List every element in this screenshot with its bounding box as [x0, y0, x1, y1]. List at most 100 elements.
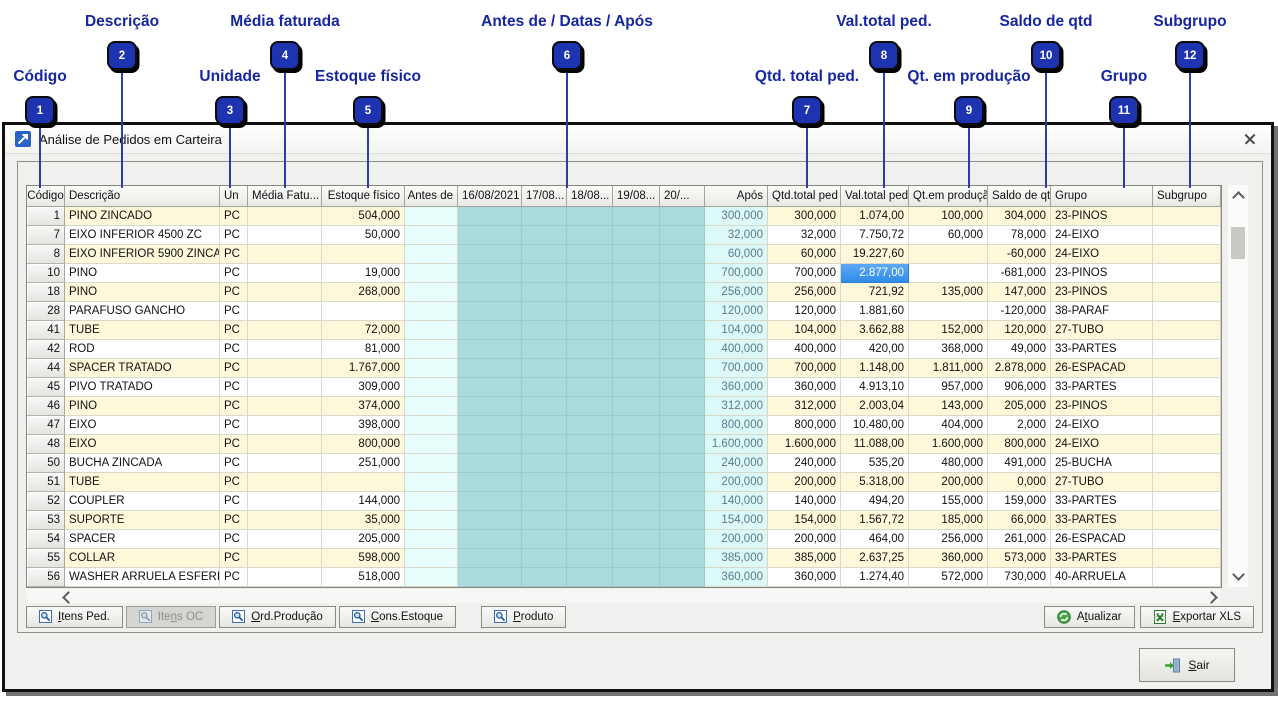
cell-estoque-fisico[interactable]: 504,000: [322, 207, 405, 226]
cell-apos[interactable]: 360,000: [705, 568, 768, 587]
cell-date-17-08[interactable]: [522, 359, 567, 378]
cell-date-20[interactable]: [660, 321, 705, 340]
cell-date-17-08[interactable]: [522, 264, 567, 283]
cell-antes-de[interactable]: [405, 435, 458, 454]
cell-antes-de[interactable]: [405, 264, 458, 283]
cell-apos[interactable]: 700,000: [705, 359, 768, 378]
cell-codigo[interactable]: 52: [27, 492, 65, 511]
cell-date-19-08[interactable]: [613, 530, 660, 549]
cell-date-17-08[interactable]: [522, 416, 567, 435]
cell-saldo-de-qtd[interactable]: 730,000: [988, 568, 1051, 587]
cell-saldo-de-qtd[interactable]: 205,000: [988, 397, 1051, 416]
cell-descricao[interactable]: WASHER ARRUELA ESFERICA: [65, 568, 220, 587]
cell-subgrupo[interactable]: [1153, 435, 1221, 454]
column-header-date-18-08[interactable]: 18/08...: [567, 186, 613, 207]
cell-date-17-08[interactable]: [522, 435, 567, 454]
cell-qt-em-producao[interactable]: 1.600,000: [909, 435, 988, 454]
cell-saldo-de-qtd[interactable]: -60,000: [988, 245, 1051, 264]
cell-estoque-fisico[interactable]: 19,000: [322, 264, 405, 283]
cell-val-total-ped[interactable]: 1.074,00: [841, 207, 909, 226]
cell-antes-de[interactable]: [405, 511, 458, 530]
cell-date-19-08[interactable]: [613, 473, 660, 492]
cell-media-faturada[interactable]: [248, 492, 322, 511]
cell-date-19-08[interactable]: [613, 397, 660, 416]
cell-date-17-08[interactable]: [522, 530, 567, 549]
cell-date-16-08-2021[interactable]: [458, 454, 522, 473]
cell-date-19-08[interactable]: [613, 207, 660, 226]
cell-date-18-08[interactable]: [567, 264, 613, 283]
cell-media-faturada[interactable]: [248, 435, 322, 454]
vertical-scroll-thumb[interactable]: [1231, 227, 1245, 259]
cell-descricao[interactable]: ROD: [65, 340, 220, 359]
cell-antes-de[interactable]: [405, 283, 458, 302]
cell-qt-em-producao[interactable]: 200,000: [909, 473, 988, 492]
exportar-xls-button[interactable]: Exportar XLS: [1139, 605, 1254, 628]
cell-date-19-08[interactable]: [613, 226, 660, 245]
cell-date-20[interactable]: [660, 492, 705, 511]
cell-date-19-08[interactable]: [613, 435, 660, 454]
cell-date-17-08[interactable]: [522, 340, 567, 359]
cell-un[interactable]: PC: [220, 454, 248, 473]
cell-apos[interactable]: 1.600,000: [705, 435, 768, 454]
cell-un[interactable]: PC: [220, 473, 248, 492]
cell-date-16-08-2021[interactable]: [458, 492, 522, 511]
cell-subgrupo[interactable]: [1153, 321, 1221, 340]
cell-date-18-08[interactable]: [567, 568, 613, 587]
cell-antes-de[interactable]: [405, 549, 458, 568]
cell-val-total-ped[interactable]: 4.913,10: [841, 378, 909, 397]
cell-media-faturada[interactable]: [248, 226, 322, 245]
cell-media-faturada[interactable]: [248, 549, 322, 568]
cell-qtd-total-ped[interactable]: 400,000: [768, 340, 841, 359]
cell-date-20[interactable]: [660, 226, 705, 245]
cell-qtd-total-ped[interactable]: 800,000: [768, 416, 841, 435]
cell-codigo[interactable]: 41: [27, 321, 65, 340]
cell-descricao[interactable]: COLLAR: [65, 549, 220, 568]
cell-val-total-ped[interactable]: 2.637,25: [841, 549, 909, 568]
cell-media-faturada[interactable]: [248, 568, 322, 587]
column-header-estoque-fisico[interactable]: Estoque físico: [322, 186, 405, 207]
cell-descricao[interactable]: TUBE: [65, 473, 220, 492]
cell-media-faturada[interactable]: [248, 245, 322, 264]
cell-date-18-08[interactable]: [567, 340, 613, 359]
cell-qt-em-producao[interactable]: 100,000: [909, 207, 988, 226]
cell-subgrupo[interactable]: [1153, 397, 1221, 416]
cell-subgrupo[interactable]: [1153, 378, 1221, 397]
cell-apos[interactable]: 120,000: [705, 302, 768, 321]
cell-antes-de[interactable]: [405, 492, 458, 511]
ord-producao-button[interactable]: Ord.Produção: [219, 605, 336, 628]
column-header-date-16-08-2021[interactable]: 16/08/2021: [458, 186, 522, 207]
cell-qtd-total-ped[interactable]: 200,000: [768, 530, 841, 549]
cell-grupo[interactable]: 38-PARAF: [1051, 302, 1153, 321]
cell-un[interactable]: PC: [220, 245, 248, 264]
cell-descricao[interactable]: EIXO INFERIOR 5900 ZINCA...: [65, 245, 220, 264]
cell-un[interactable]: PC: [220, 492, 248, 511]
cell-subgrupo[interactable]: [1153, 302, 1221, 321]
cell-date-18-08[interactable]: [567, 207, 613, 226]
cell-saldo-de-qtd[interactable]: 304,000: [988, 207, 1051, 226]
cell-media-faturada[interactable]: [248, 340, 322, 359]
cell-media-faturada[interactable]: [248, 302, 322, 321]
cell-qtd-total-ped[interactable]: 32,000: [768, 226, 841, 245]
cell-descricao[interactable]: PARAFUSO GANCHO: [65, 302, 220, 321]
cell-descricao[interactable]: SPACER TRATADO: [65, 359, 220, 378]
cell-apos[interactable]: 385,000: [705, 549, 768, 568]
cell-qt-em-producao[interactable]: 360,000: [909, 549, 988, 568]
column-header-grupo[interactable]: Grupo: [1051, 186, 1153, 207]
cell-qt-em-producao[interactable]: 572,000: [909, 568, 988, 587]
cell-date-20[interactable]: [660, 568, 705, 587]
cell-date-16-08-2021[interactable]: [458, 245, 522, 264]
cell-codigo[interactable]: 54: [27, 530, 65, 549]
close-icon[interactable]: [1239, 129, 1261, 149]
cell-subgrupo[interactable]: [1153, 416, 1221, 435]
cell-estoque-fisico[interactable]: 800,000: [322, 435, 405, 454]
cell-estoque-fisico[interactable]: 309,000: [322, 378, 405, 397]
cell-grupo[interactable]: 33-PARTES: [1051, 549, 1153, 568]
cell-qtd-total-ped[interactable]: 60,000: [768, 245, 841, 264]
cell-date-18-08[interactable]: [567, 226, 613, 245]
cell-date-18-08[interactable]: [567, 530, 613, 549]
cell-un[interactable]: PC: [220, 321, 248, 340]
cell-qtd-total-ped[interactable]: 154,000: [768, 511, 841, 530]
column-header-date-17-08[interactable]: 17/08...: [522, 186, 567, 207]
column-header-codigo[interactable]: Código: [27, 186, 65, 207]
cell-codigo[interactable]: 53: [27, 511, 65, 530]
